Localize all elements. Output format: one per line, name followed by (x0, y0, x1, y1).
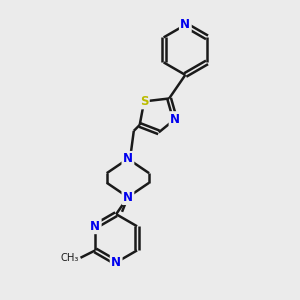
Text: N: N (123, 152, 133, 165)
Text: N: N (170, 112, 180, 126)
Text: N: N (123, 190, 133, 204)
Text: N: N (111, 256, 121, 269)
Text: S: S (140, 95, 148, 108)
Text: N: N (90, 220, 100, 233)
Text: CH₃: CH₃ (61, 253, 79, 263)
Text: N: N (180, 18, 190, 32)
